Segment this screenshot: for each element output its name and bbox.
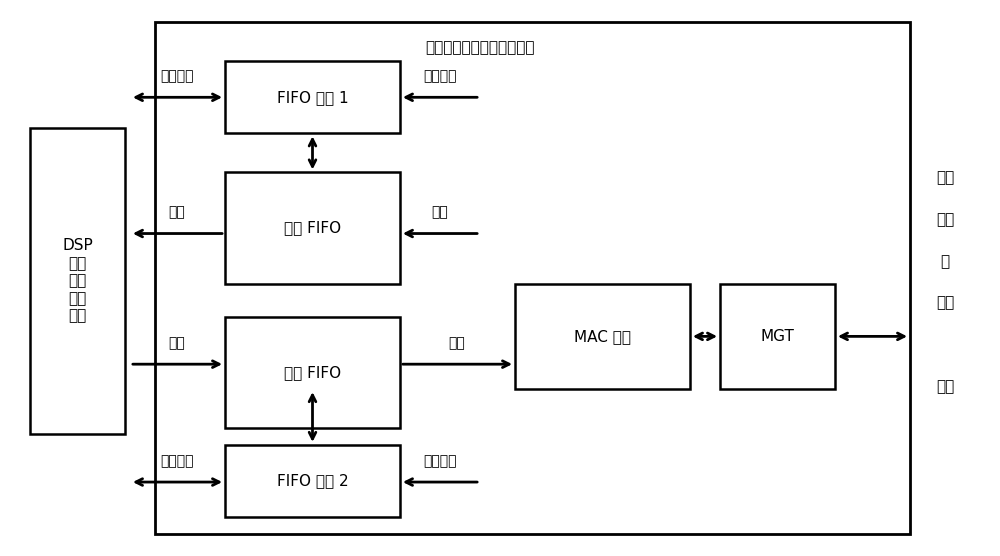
- Text: 收发: 收发: [936, 212, 954, 227]
- Bar: [515, 284, 690, 389]
- Text: 数据: 数据: [169, 336, 185, 350]
- Text: 控制信号: 控制信号: [160, 454, 194, 468]
- Text: 数据: 数据: [169, 206, 185, 220]
- Text: FIFO 控制 1: FIFO 控制 1: [277, 90, 348, 105]
- Bar: [720, 284, 835, 389]
- Text: 接收 FIFO: 接收 FIFO: [284, 221, 341, 235]
- Text: 输入: 输入: [936, 296, 954, 310]
- Bar: [155, 22, 910, 534]
- Bar: [30, 128, 125, 434]
- Text: 数据: 数据: [432, 206, 448, 220]
- Text: 数据: 数据: [449, 336, 465, 350]
- Text: DSP
外部
总线
接口
模块: DSP 外部 总线 接口 模块: [62, 239, 93, 323]
- Bar: [225, 172, 400, 284]
- Bar: [225, 61, 400, 133]
- Text: 器: 器: [940, 254, 950, 269]
- Text: 控制信号: 控制信号: [160, 70, 194, 83]
- Bar: [225, 445, 400, 517]
- Text: 光纤: 光纤: [936, 171, 954, 185]
- Text: 控制信号: 控制信号: [423, 454, 457, 468]
- Text: 控制信号: 控制信号: [423, 70, 457, 83]
- Text: 千兆以太网配置及控制模块: 千兆以太网配置及控制模块: [425, 40, 534, 54]
- Text: MGT: MGT: [761, 329, 794, 344]
- Text: MAC 硬核: MAC 硬核: [574, 329, 631, 344]
- Text: 输出: 输出: [936, 379, 954, 394]
- Text: 发送 FIFO: 发送 FIFO: [284, 365, 341, 380]
- Text: FIFO 控制 2: FIFO 控制 2: [277, 474, 348, 488]
- Bar: [225, 317, 400, 428]
